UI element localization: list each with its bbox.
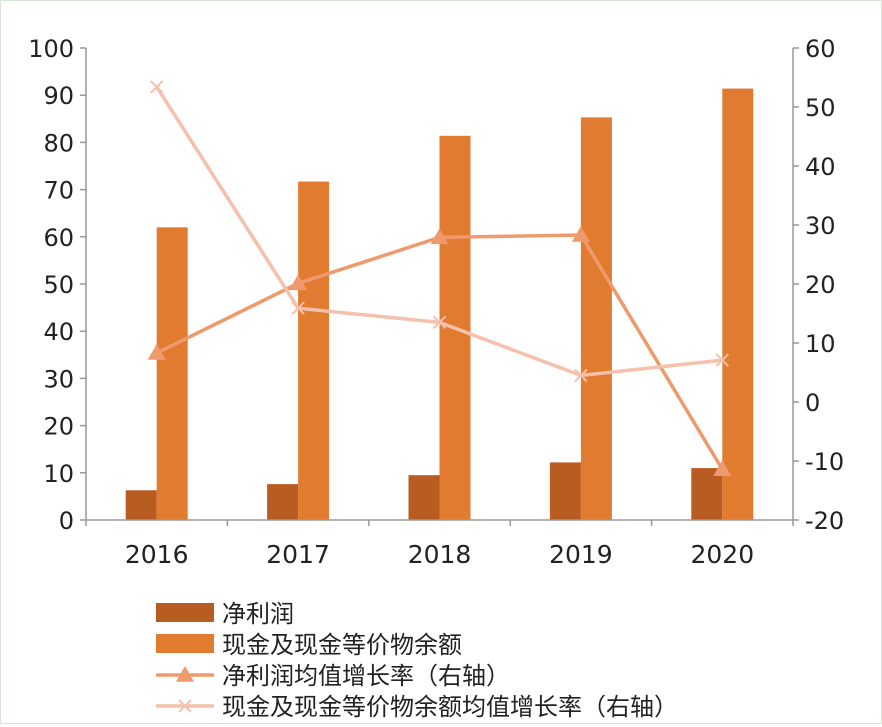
x-marker-stroke: [178, 699, 192, 713]
left-tick-label: 90: [43, 82, 74, 110]
bar-cash-balance: [156, 227, 188, 521]
left-tick-label: 100: [28, 35, 74, 63]
bars-layer: [125, 88, 754, 521]
net-profit-growth-point: [430, 228, 449, 245]
bar-net-profit: [125, 490, 157, 520]
x-tick-label: 2019: [549, 540, 613, 569]
cash-growth-point: [291, 301, 305, 315]
left-tick-label: 50: [43, 271, 74, 299]
x-marker-stroke: [149, 80, 164, 94]
x-tick-label: 2016: [125, 540, 189, 569]
x-marker-stroke: [574, 368, 588, 383]
legend-marker-3: [178, 699, 192, 713]
legend-label-3: 现金及现金等价物余额均值增长率（右轴）: [222, 693, 678, 721]
right-tick-label: -10: [805, 448, 844, 476]
right-tick-label: 40: [805, 153, 836, 181]
x-marker-stroke: [715, 353, 730, 367]
bar-net-profit: [267, 484, 299, 520]
cash-growth-point: [432, 315, 447, 330]
right-tick-label: 20: [805, 271, 836, 299]
x-marker-stroke: [432, 315, 447, 330]
legend-label-2: 净利润均值增长率（右轴）: [222, 662, 510, 690]
legend-label-0: 净利润: [222, 600, 294, 628]
left-tick-label: 80: [43, 129, 74, 157]
x-tick-label: 2018: [408, 540, 472, 569]
legend-label-1: 现金及现金等价物余额: [222, 631, 462, 659]
net-profit-growth-point: [289, 274, 308, 291]
left-tick-label: 20: [43, 413, 74, 441]
x-tick-label: 2020: [690, 540, 754, 569]
cash-growth-point: [574, 368, 588, 383]
left-tick-label: 60: [43, 224, 74, 252]
left-tick-label: 70: [43, 177, 74, 205]
left-tick-label: 0: [59, 507, 74, 535]
bar-cash-balance: [580, 117, 612, 520]
legend-marker-2: [176, 666, 194, 682]
right-tick-label: 30: [805, 212, 836, 240]
left-tick-label: 40: [43, 318, 74, 346]
net-profit-growth-point: [571, 226, 590, 242]
right-tick-label: -20: [805, 507, 844, 535]
cash-growth-point: [149, 80, 164, 94]
right-tick-label: 0: [805, 389, 820, 417]
bar-cash-balance: [298, 181, 330, 521]
right-tick-label: 50: [805, 94, 836, 122]
bar-net-profit: [549, 462, 581, 520]
bar-net-profit: [408, 475, 440, 520]
x-marker-stroke: [291, 301, 305, 315]
net-profit-growth-point: [713, 460, 732, 477]
x-tick-label: 2017: [266, 540, 330, 569]
bar-cash-balance: [722, 88, 754, 520]
cash-growth-point: [715, 353, 730, 367]
right-tick-label: 10: [805, 330, 836, 358]
bar-net-profit: [691, 468, 723, 520]
axes-layer: 0 10 20 30 40 50 60 70 80 90 100 -20 -10 0 10 20 30 40 50 6…: [28, 35, 844, 569]
left-tick-label: 10: [43, 460, 74, 488]
legend-swatch-1: [156, 634, 214, 653]
net-profit-growth-point: [147, 344, 166, 360]
left-tick-label: 30: [43, 365, 74, 393]
right-tick-label: 60: [805, 35, 836, 63]
legend-swatch-0: [156, 603, 214, 622]
lines-layer: [147, 80, 732, 477]
